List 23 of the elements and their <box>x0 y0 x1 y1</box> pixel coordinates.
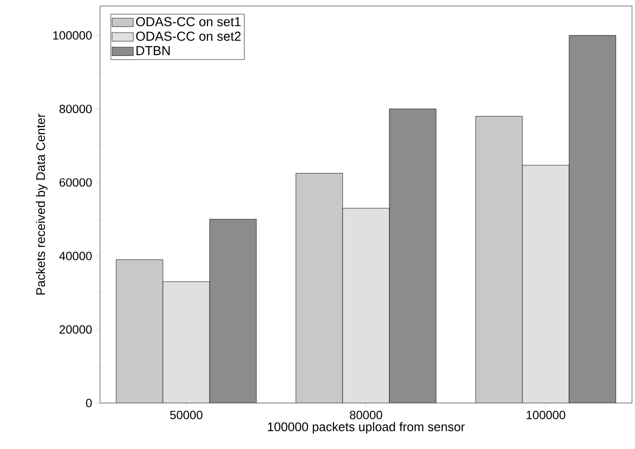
y-tick-label: 20000 <box>60 325 92 334</box>
bar <box>342 208 390 403</box>
x-axis-title: 100000 packets upload from sensor <box>268 422 465 434</box>
y-axis-title: Packets received by Data Center <box>36 114 48 295</box>
bar <box>209 219 257 403</box>
y-tick-label: 0 <box>86 398 92 408</box>
legend-label: DTBN <box>136 46 170 56</box>
legend-label: ODAS-CC on set2 <box>136 32 241 41</box>
x-tick-label: 100000 <box>526 410 566 420</box>
y-tick-label: 100000 <box>53 31 92 40</box>
x-tick-label: 80000 <box>350 410 382 420</box>
bar <box>162 281 210 403</box>
bar <box>568 35 616 403</box>
y-tick-label: 40000 <box>59 252 92 260</box>
y-tick-label: 60000 <box>60 178 92 187</box>
bar <box>389 108 436 403</box>
bar <box>296 173 343 403</box>
bar <box>116 259 164 403</box>
bar <box>522 164 570 403</box>
y-tick-label: 80000 <box>60 104 92 114</box>
legend-label: ODAS-CC on set1 <box>136 17 241 26</box>
bar <box>475 116 523 403</box>
x-tick-label: 50000 <box>170 410 202 420</box>
